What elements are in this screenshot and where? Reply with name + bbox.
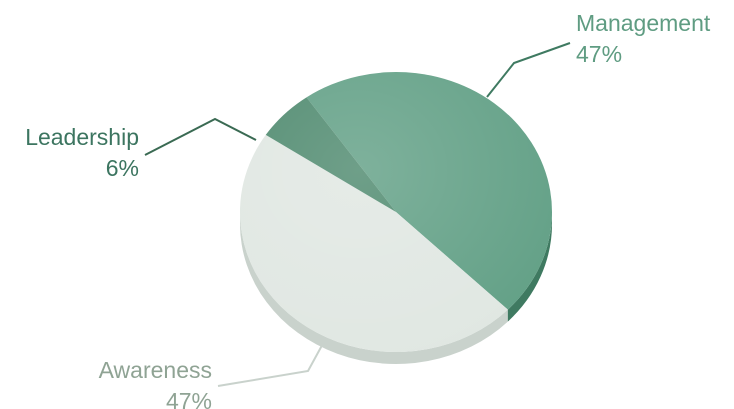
label-name-management: Management [576,10,711,36]
label-name-awareness: Awareness [99,357,212,383]
slice-side-management [507,212,552,322]
data-label-management: Management 47% [576,10,711,67]
pie-sheen [240,72,552,352]
pie-tops [239,72,552,353]
data-label-leadership: Leadership 6% [25,124,139,181]
label-name-leadership: Leadership [25,124,139,150]
label-value-leadership: 6% [106,155,139,181]
leader-line-management [486,42,571,98]
pie-sides [240,212,552,364]
data-label-awareness: Awareness 47% [99,357,212,409]
leader-line-leadership [144,117,257,156]
label-value-awareness: 47% [166,388,212,409]
leader-line-awareness [217,337,327,387]
label-value-management: 47% [576,41,622,67]
